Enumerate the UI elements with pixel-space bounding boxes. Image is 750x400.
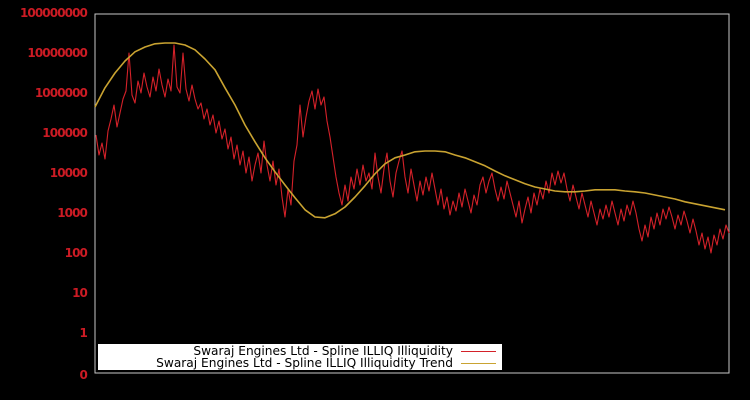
y-axis-tick-label: 10: [72, 286, 87, 300]
y-axis-tick-label: 10000: [50, 166, 88, 180]
legend-label-illiquidity: Swaraj Engines Ltd - Spline ILLIQ Illiqu…: [193, 344, 453, 358]
y-axis-tick-label: 100000: [42, 126, 87, 140]
plot-border: [94, 13, 730, 374]
legend-item-trend: Swaraj Engines Ltd - Spline ILLIQ Illiqu…: [98, 357, 498, 369]
legend-line-sample-yellow: [461, 362, 496, 364]
y-axis-tick-label: 1000000: [35, 86, 88, 100]
legend-label-trend: Swaraj Engines Ltd - Spline ILLIQ Illiqu…: [156, 356, 453, 370]
y-axis-tick-label: 0: [80, 368, 88, 382]
y-axis-tick-label: 1: [80, 326, 88, 340]
y-axis-tick-label: 10000000: [27, 46, 87, 60]
trend-series-line: [94, 42, 726, 219]
y-axis-tick-label: 100: [65, 246, 88, 260]
legend-line-sample-red: [461, 350, 496, 352]
y-axis-tick-label: 1000: [57, 206, 87, 220]
illiquidity-series-line: [95, 44, 730, 254]
chart-legend: Swaraj Engines Ltd - Spline ILLIQ Illiqu…: [98, 344, 502, 370]
legend-item-illiquidity: Swaraj Engines Ltd - Spline ILLIQ Illiqu…: [98, 345, 498, 357]
y-axis-tick-label: 100000000: [20, 6, 88, 20]
